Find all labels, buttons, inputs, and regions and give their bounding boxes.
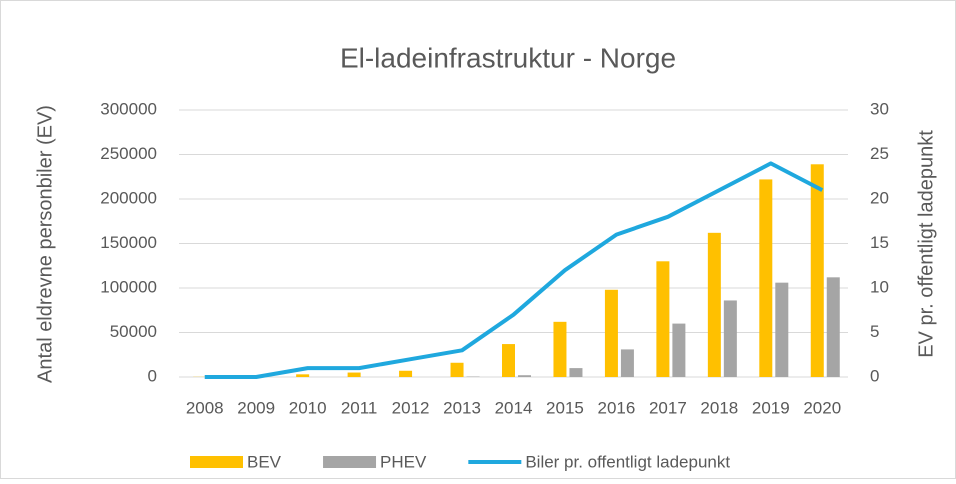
x-tick-label: 2016 xyxy=(598,398,636,417)
bar xyxy=(502,344,515,377)
y2-axis-label: EV pr. offentligt ladepunkt xyxy=(915,130,937,358)
bar xyxy=(569,368,582,377)
y-tick-label: 0 xyxy=(148,366,157,385)
y-tick-label: 200000 xyxy=(100,188,157,207)
bar xyxy=(296,374,309,377)
bar xyxy=(348,373,361,377)
x-tick-label: 2014 xyxy=(495,398,533,417)
y-tick-label: 150000 xyxy=(100,233,157,252)
y-tick-label: 50000 xyxy=(110,322,157,341)
x-tick-label: 2011 xyxy=(341,398,378,417)
bar xyxy=(759,179,772,377)
x-tick-label: 2010 xyxy=(289,398,327,417)
legend-swatch xyxy=(190,456,243,468)
bar xyxy=(605,290,618,377)
y2-tick-label: 25 xyxy=(870,144,889,163)
x-tick-label: 2012 xyxy=(392,398,430,417)
y2-tick-label: 30 xyxy=(870,99,889,118)
chart-title: El-ladeinfrastruktur - Norge xyxy=(340,42,676,73)
x-tick-label: 2013 xyxy=(443,398,481,417)
y-tick-label: 300000 xyxy=(100,99,157,118)
legend-label: PHEV xyxy=(380,452,427,471)
y-tick-label: 250000 xyxy=(100,144,157,163)
legend-swatch xyxy=(323,456,376,468)
legend-label: Biler pr. offentligt ladepunkt xyxy=(525,452,730,471)
x-tick-label: 2019 xyxy=(752,398,790,417)
x-tick-label: 2008 xyxy=(186,398,224,417)
legend-label: BEV xyxy=(247,452,282,471)
x-tick-label: 2017 xyxy=(649,398,687,417)
bar xyxy=(553,322,566,377)
bar xyxy=(775,283,788,377)
y2-tick-label: 20 xyxy=(870,188,889,207)
y2-tick-label: 5 xyxy=(870,322,879,341)
bar xyxy=(621,349,634,377)
x-tick-label: 2020 xyxy=(803,398,841,417)
bar xyxy=(724,300,737,377)
bar xyxy=(827,277,840,377)
y2-tick-label: 10 xyxy=(870,277,889,296)
bar xyxy=(518,375,531,377)
bar xyxy=(811,164,824,377)
x-tick-label: 2009 xyxy=(237,398,275,417)
y-tick-label: 100000 xyxy=(100,277,157,296)
x-tick-label: 2018 xyxy=(700,398,738,417)
bar xyxy=(672,324,685,377)
bar xyxy=(451,363,464,377)
bar xyxy=(708,233,721,377)
bar xyxy=(656,261,669,377)
bar xyxy=(399,371,412,377)
x-tick-label: 2015 xyxy=(546,398,584,417)
y2-tick-label: 15 xyxy=(870,233,889,252)
y2-tick-label: 0 xyxy=(870,366,879,385)
y-axis-label: Antal eldrevne personbiler (EV) xyxy=(34,105,56,383)
